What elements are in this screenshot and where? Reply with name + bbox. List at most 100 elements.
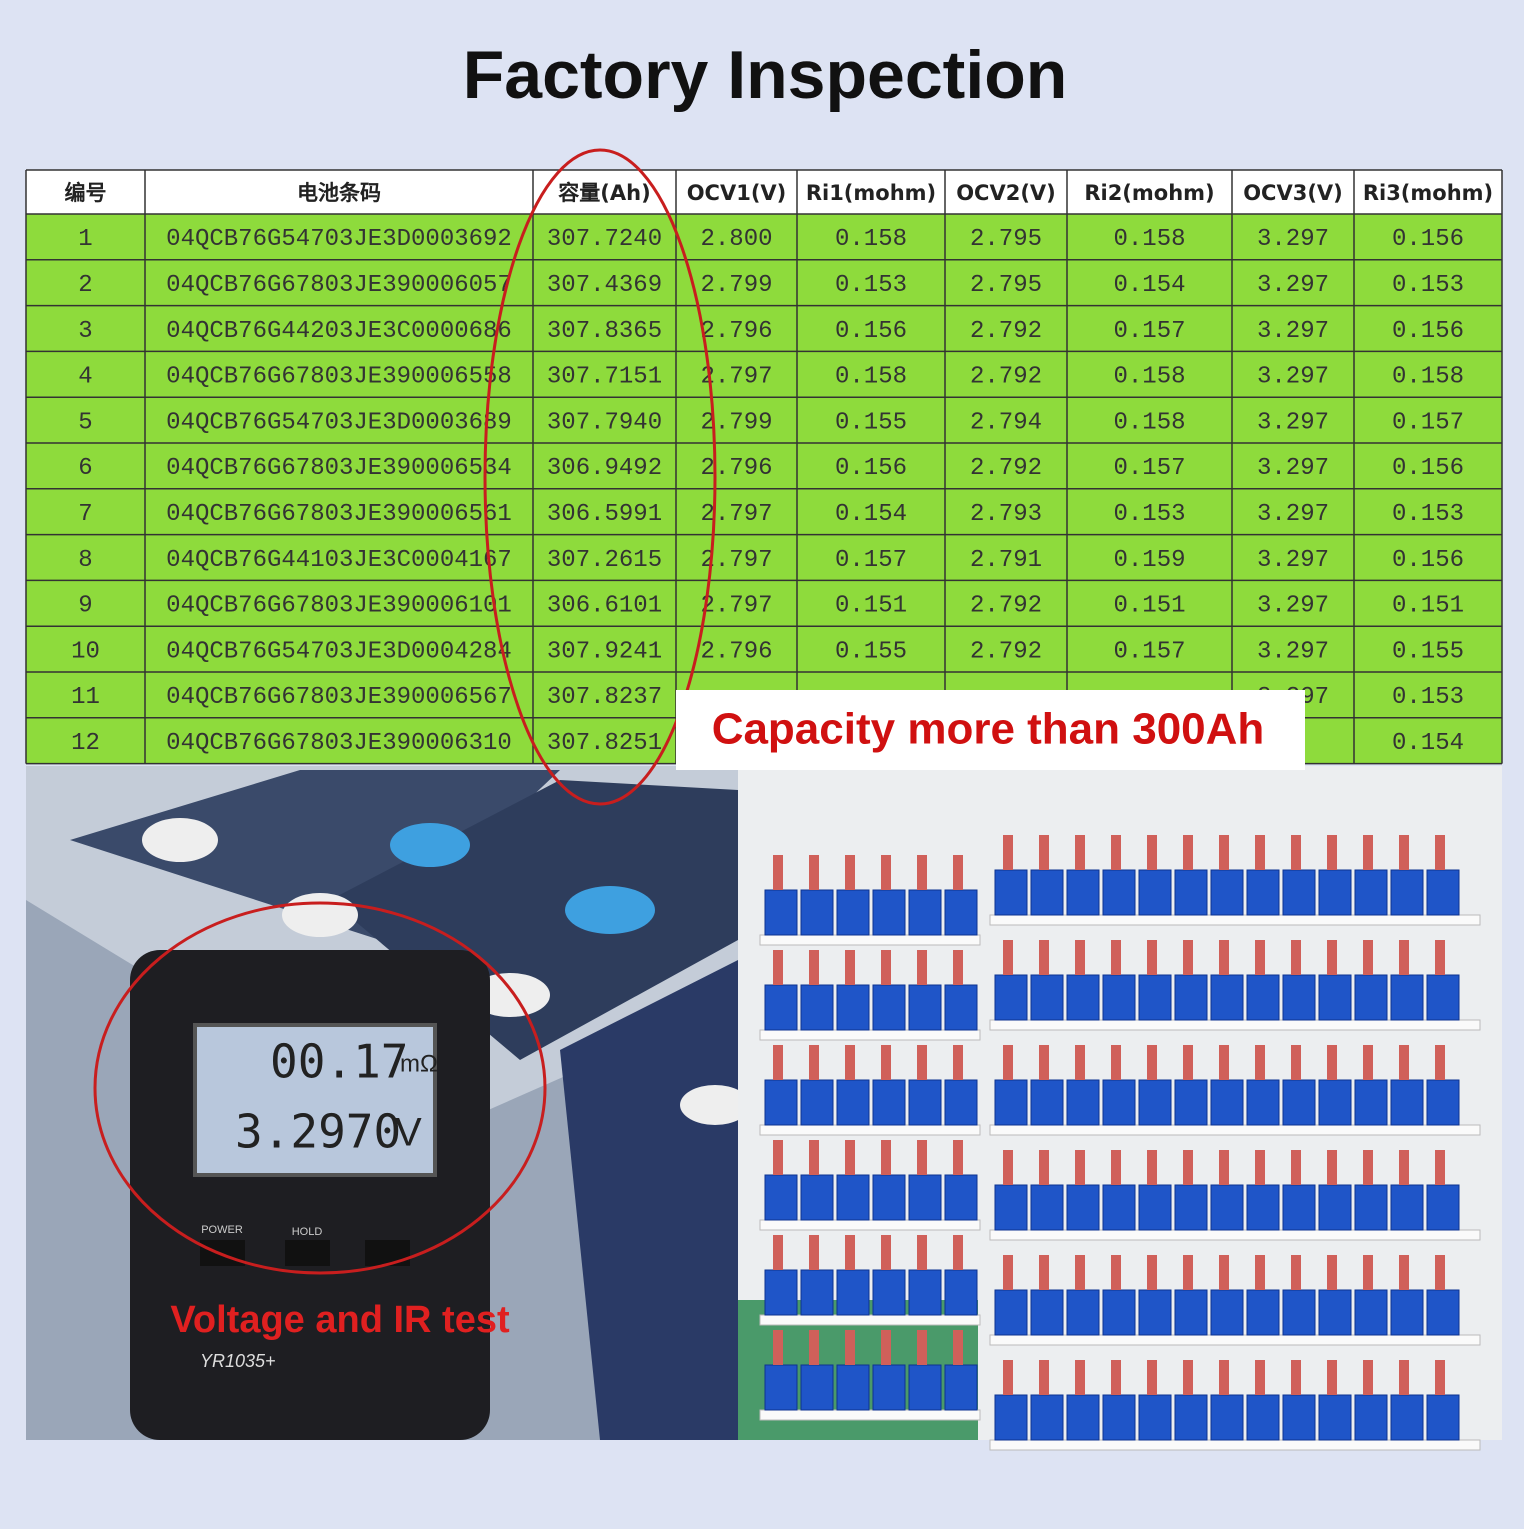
clip <box>881 855 891 890</box>
clip <box>1147 1360 1157 1395</box>
battery-box <box>1102 1184 1136 1231</box>
clip <box>1039 1150 1049 1185</box>
shelf <box>989 1019 1481 1031</box>
battery-box <box>1102 1394 1136 1441</box>
table-cell: 0.158 <box>1113 409 1185 436</box>
clip <box>1327 1255 1337 1290</box>
battery-box <box>1030 1394 1064 1441</box>
clip <box>1291 1150 1301 1185</box>
table-cell: 2.797 <box>700 501 772 528</box>
table-cell: 04QCB76G67803JE390006558 <box>166 364 512 391</box>
table-cell: 0.156 <box>1392 226 1464 253</box>
battery-box <box>1426 1079 1460 1126</box>
clip <box>1435 940 1445 975</box>
table-cell: 0.158 <box>1113 364 1185 391</box>
clip <box>1075 1255 1085 1290</box>
table-cell: 307.7151 <box>547 364 662 391</box>
table-cell: 307.9241 <box>547 638 662 665</box>
table-cell: 5 <box>78 409 92 436</box>
table-cell: 0.158 <box>835 226 907 253</box>
battery-box <box>1174 869 1208 916</box>
table-cell: 2.796 <box>700 455 772 482</box>
clip <box>917 1045 927 1080</box>
clip <box>1183 1045 1193 1080</box>
battery-box <box>1246 1184 1280 1231</box>
terminal <box>282 893 358 937</box>
clip <box>1075 940 1085 975</box>
battery-box <box>1282 1184 1316 1231</box>
battery-box <box>1246 1079 1280 1126</box>
column-header: Ri2(mohm) <box>1084 181 1214 205</box>
battery-box <box>1210 1079 1244 1126</box>
column-header: OCV1(V) <box>687 181 787 205</box>
clip <box>809 855 819 890</box>
table-cell: 04QCB76G67803JE390006101 <box>166 593 512 620</box>
battery-box <box>1102 974 1136 1021</box>
battery-box <box>1210 1289 1244 1336</box>
battery-box <box>1138 1079 1172 1126</box>
table-cell: 04QCB76G67803JE390006561 <box>166 501 512 528</box>
clip <box>1327 1045 1337 1080</box>
table-cell: 2.795 <box>970 226 1042 253</box>
battery-box <box>1210 869 1244 916</box>
table-cell: 0.155 <box>835 409 907 436</box>
table-cell: 6 <box>78 455 92 482</box>
clip <box>1003 1045 1013 1080</box>
table-cell: 3.297 <box>1257 226 1329 253</box>
table-cell: 12 <box>71 730 100 757</box>
table-cell: 0.153 <box>1113 501 1185 528</box>
table-cell: 9 <box>78 593 92 620</box>
clip <box>1363 940 1373 975</box>
right-photo <box>738 766 1502 1451</box>
battery-box <box>1246 1289 1280 1336</box>
table-cell: 3.297 <box>1257 547 1329 574</box>
clip <box>1363 835 1373 870</box>
battery-box <box>872 1079 906 1126</box>
cell <box>70 770 560 940</box>
title: Factory Inspection <box>463 37 1068 113</box>
clip <box>1399 1255 1409 1290</box>
table-cell: 0.153 <box>1392 272 1464 299</box>
table-cell: 0.156 <box>1392 455 1464 482</box>
battery-box <box>1390 974 1424 1021</box>
table-cell: 307.2615 <box>547 547 662 574</box>
battery-box <box>836 1269 870 1316</box>
header-row <box>26 170 1502 214</box>
battery-box <box>1138 1184 1172 1231</box>
battery-box <box>1030 1079 1064 1126</box>
button-label: HOLD <box>292 1226 323 1238</box>
battery-box <box>800 1079 834 1126</box>
meter-model: YR1035+ <box>200 1351 276 1371</box>
battery-box <box>1282 869 1316 916</box>
table-cell: 0.157 <box>1113 638 1185 665</box>
meter-resistance: 00.17 <box>270 1035 408 1089</box>
table-cell: 306.6101 <box>547 593 662 620</box>
table-cell: 2.792 <box>970 455 1042 482</box>
clip <box>809 1045 819 1080</box>
battery-box <box>872 889 906 936</box>
battery-box <box>1354 1184 1388 1231</box>
battery-box <box>944 984 978 1031</box>
table-cell: 2.794 <box>970 409 1042 436</box>
battery-box <box>1282 1079 1316 1126</box>
table-cell: 0.157 <box>1392 409 1464 436</box>
clip <box>773 1140 783 1175</box>
battery-box <box>1174 1289 1208 1336</box>
clip <box>1147 1255 1157 1290</box>
table-cell: 2.796 <box>700 638 772 665</box>
battery-box <box>1102 869 1136 916</box>
clip <box>1291 1360 1301 1395</box>
shelf <box>989 914 1481 926</box>
clip <box>1183 940 1193 975</box>
battery-box <box>1210 1184 1244 1231</box>
battery-box <box>800 889 834 936</box>
battery-box <box>1354 974 1388 1021</box>
table-cell: 04QCB76G44103JE3C0004167 <box>166 547 512 574</box>
table-cell: 04QCB76G67803JE390006057 <box>166 272 512 299</box>
battery-box <box>994 869 1028 916</box>
clip <box>953 1235 963 1270</box>
clip <box>881 1045 891 1080</box>
battery-box <box>1210 974 1244 1021</box>
clip <box>1111 940 1121 975</box>
